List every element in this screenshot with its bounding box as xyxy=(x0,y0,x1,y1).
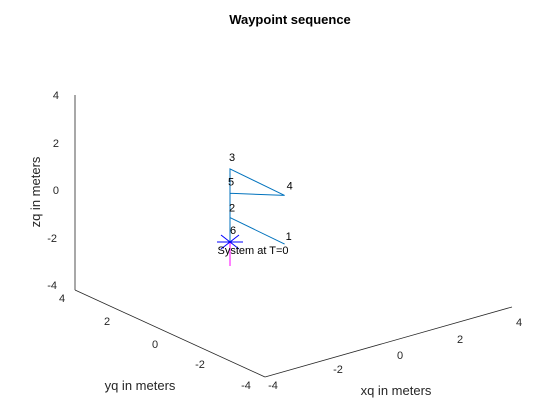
system-marker-group xyxy=(217,234,243,266)
z-tick-label: 0 xyxy=(53,185,59,197)
y-tick-label: 2 xyxy=(104,316,110,328)
z-tick-label: -4 xyxy=(47,280,57,292)
waypoint-label: 5 xyxy=(228,176,234,188)
y-axis-line xyxy=(74,289,266,378)
x-tick-label: 2 xyxy=(457,334,463,346)
x-tick-label: -4 xyxy=(268,380,278,392)
y-axis-label: yq in meters xyxy=(105,378,176,393)
z-tick-label: 2 xyxy=(53,138,59,150)
x-tick-label: 0 xyxy=(397,350,403,362)
z-tick-label: -2 xyxy=(47,233,57,245)
series-group: 1 2 3 4 5 6 xyxy=(228,152,293,245)
x-tick-label: 4 xyxy=(516,317,522,329)
waypoint-label: 1 xyxy=(286,231,292,243)
y-tick-label: -2 xyxy=(195,359,205,371)
x-axis-line xyxy=(264,306,513,378)
waypoint-label: 6 xyxy=(230,225,236,237)
z-axis-label: zq in meters xyxy=(28,156,43,227)
y-tick-label: 0 xyxy=(152,339,158,351)
z-tick-label: 4 xyxy=(53,90,59,102)
x-axis-label: xq in meters xyxy=(361,383,432,398)
waypoint-label: 4 xyxy=(287,180,293,192)
waypoint-path xyxy=(229,168,285,245)
y-tick-label: -4 xyxy=(241,380,251,392)
waypoint-label: 2 xyxy=(229,203,235,215)
y-tick-label: 4 xyxy=(59,293,65,305)
axes xyxy=(74,95,513,378)
chart-title: Waypoint sequence xyxy=(229,12,351,27)
waypoint-label: 3 xyxy=(229,152,235,164)
x-tick-label: -2 xyxy=(333,364,343,376)
system-annotation: System at T=0 xyxy=(217,245,288,257)
